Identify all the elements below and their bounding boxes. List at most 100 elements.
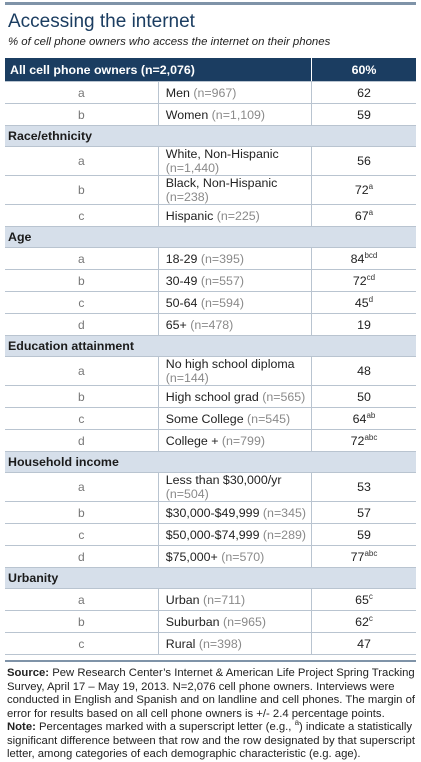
row-label: 50-64 (n=594) [157,291,313,314]
row-label: Rural (n=398) [157,632,313,655]
row-letter: c [5,407,159,430]
row-label-text: Women [165,107,209,122]
row-label-text: College + [165,433,219,448]
row-value-text: 67 [354,208,369,223]
note-text-1: Percentages marked with a superscript le… [35,721,295,733]
table-row: b Women (n=1,109) 59 [5,103,416,126]
row-label-text: High school grad [165,389,259,404]
row-sample-size: (n=565) [262,389,306,404]
chart-subtitle: % of cell phone owners who access the in… [8,36,331,48]
table-row: c Hispanic (n=225) 67a [5,204,416,227]
table-header-row: All cell phone owners (n=2,076) 60% [5,58,416,82]
row-value-text: 62 [357,85,371,100]
row-sample-size: (n=545) [247,411,291,426]
row-letter: b [5,385,159,408]
row-label-text: White, Non-Hispanic [165,147,279,161]
row-letter: b [5,610,159,633]
row-label: Some College (n=545) [157,407,313,430]
row-value-text: 19 [357,317,371,332]
note-superscript: a [294,718,300,728]
row-significance-sup: c [368,591,373,601]
chart-container: Accessing the internet % of cell phone o… [5,2,416,762]
table-row: c Rural (n=398) 47 [5,632,416,655]
row-value: 47 [311,632,416,655]
table-row: a 18-29 (n=395) 84bcd [5,247,416,270]
row-value-text: 59 [357,107,371,122]
row-sample-size: (n=395) [200,251,244,266]
row-letter: d [5,313,159,336]
table-row: b 30-49 (n=557) 72cd [5,269,416,292]
row-value: 72a [311,175,416,205]
row-value: 62c [311,610,416,633]
row-label: Urban (n=711) [157,588,313,611]
table-row: b $30,000-$49,999 (n=345) 57 [5,501,416,524]
row-sample-size: (n=1,440) [165,161,220,175]
row-value: 72cd [311,269,416,292]
row-value: 57 [311,501,416,524]
row-label-text: Urban [165,592,200,607]
row-value-text: 47 [357,636,371,651]
row-sample-size: (n=965) [222,614,267,629]
row-value: 59 [311,523,416,546]
row-label-text: Less than $30,000/yr [165,473,282,487]
section-header-row: Household income [5,451,416,473]
row-value-text: 62 [355,614,369,629]
chart-title: Accessing the internet [8,11,195,32]
row-value: 53 [311,472,416,502]
row-label-text: Rural [165,636,196,651]
row-sample-size: (n=594) [200,295,244,310]
row-sample-size: (n=504) [165,487,209,501]
row-value: 77abc [311,545,416,568]
row-letter: a [5,81,159,104]
row-letter: c [5,523,159,546]
table-row: a Less than $30,000/yr (n=504) 53 [5,472,416,502]
row-label-text: Black, Non-Hispanic [165,176,278,190]
row-letter: a [5,146,159,176]
section-title: Urbanity [5,567,416,589]
section-title: Household income [5,451,416,473]
row-value: 45d [311,291,416,314]
section-title: Race/ethnicity [5,125,416,147]
row-value-text: 50 [357,389,371,404]
row-value: 64ab [311,407,416,430]
row-label-text: 30-49 [165,273,198,288]
top-rule [5,2,416,5]
source-label: Source: [7,667,50,679]
row-significance-sup: abc [364,548,378,558]
row-label: 65+ (n=478) [157,313,313,336]
row-label-text: 65+ [165,317,187,332]
row-significance-sup: c [368,613,373,623]
row-significance-sup: cd [366,272,376,282]
row-letter: a [5,247,159,270]
header-label: All cell phone owners (n=2,076) [5,58,312,82]
row-label: 18-29 (n=395) [157,247,313,270]
table-row: d 65+ (n=478) 19 [5,313,416,336]
row-significance-sup: a [368,207,374,217]
row-letter: a [5,472,159,502]
table-row: a Men (n=967) 62 [5,81,416,104]
table-row: c $50,000-$74,999 (n=289) 59 [5,523,416,546]
section-title: Education attainment [5,335,416,357]
row-label: Hispanic (n=225) [157,204,313,227]
table-row: a Urban (n=711) 65c [5,588,416,611]
row-sample-size: (n=1,109) [211,107,266,122]
row-value-text: 53 [357,480,371,494]
row-sample-size: (n=225) [216,208,260,223]
row-sample-size: (n=967) [193,85,237,100]
row-label-text: $75,000+ [165,549,218,564]
row-label: Men (n=967) [157,81,313,104]
row-label: Black, Non-Hispanic (n=238) [157,175,313,205]
row-letter: d [5,429,159,452]
row-label: $50,000-$74,999 (n=289) [157,523,313,546]
row-label: $30,000-$49,999 (n=345) [157,501,313,524]
row-label-text: $30,000-$49,999 [165,505,260,520]
row-value-text: 59 [357,527,371,542]
row-letter: c [5,291,159,314]
table-row: b Black, Non-Hispanic (n=238) 72a [5,175,416,205]
row-value: 19 [311,313,416,336]
row-letter: b [5,103,159,126]
table-row: b Suburban (n=965) 62c [5,610,416,633]
row-significance-sup: a [368,181,374,191]
row-label-text: Some College [165,411,244,426]
row-significance-sup: abc [364,432,378,442]
